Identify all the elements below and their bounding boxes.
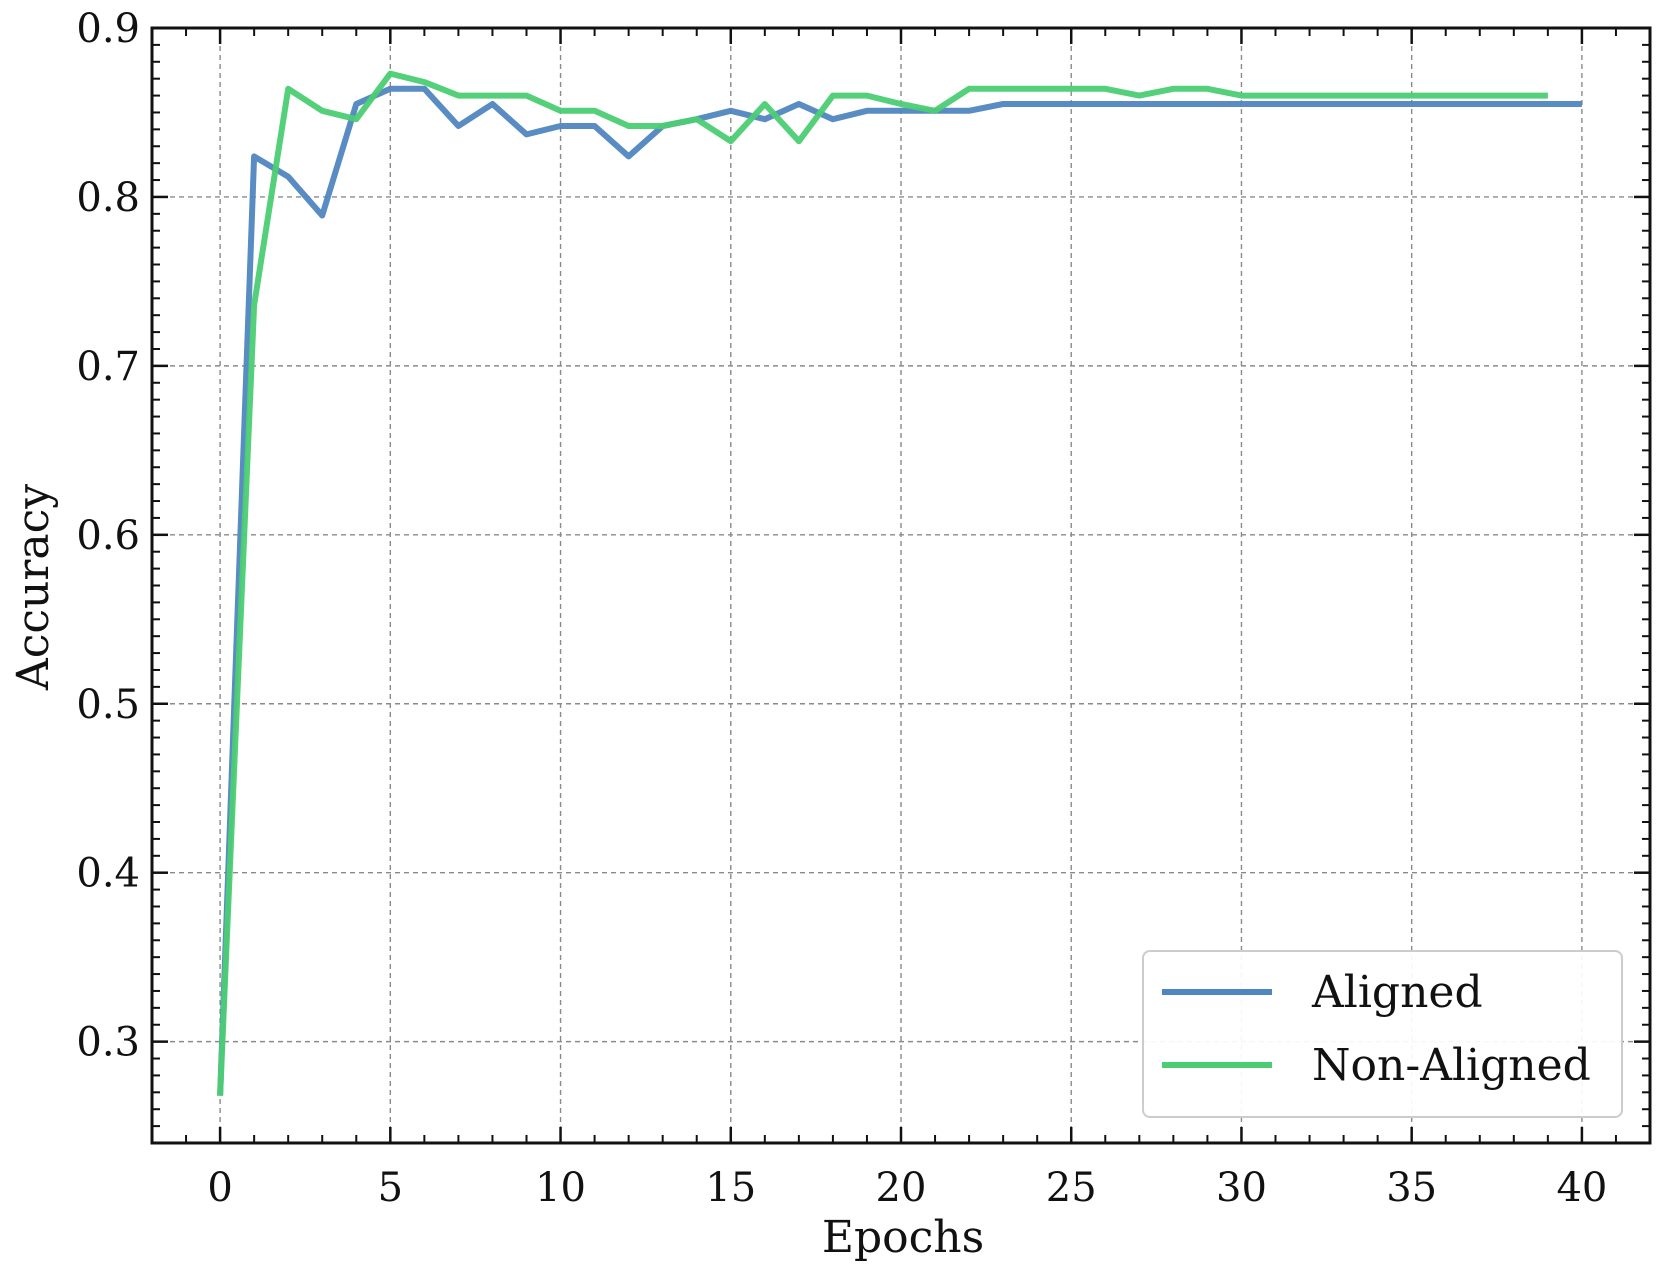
y-tick-label: 0.7: [76, 344, 140, 390]
legend-label-aligned: Aligned: [1311, 967, 1483, 1018]
y-tick-label: 0.4: [76, 851, 140, 897]
x-tick-label: 0: [207, 1165, 232, 1211]
series-line-aligned: [217, 85, 1582, 1096]
x-tick-label: 5: [378, 1165, 403, 1211]
legend-label-non-aligned: Non-Aligned: [1312, 1040, 1591, 1091]
tick-labels: 0 5 10 15 20 25 30 35 40 0.3 0.4 0.5 0.6 0.7 0.8 0.9: [76, 6, 1607, 1211]
series-line-non-aligned: [217, 70, 1548, 1096]
y-tick-label: 0.6: [76, 513, 140, 559]
x-tick-label: 25: [1046, 1165, 1097, 1211]
y-tick-label: 0.5: [76, 682, 140, 728]
y-axis-title: Accuracy: [8, 484, 59, 691]
x-tick-label: 40: [1556, 1165, 1607, 1211]
legend: Aligned Non-Aligned: [1142, 950, 1623, 1118]
x-tick-label: 30: [1216, 1165, 1267, 1211]
x-tick-label: 15: [705, 1165, 756, 1211]
x-tick-label: 35: [1386, 1165, 1437, 1211]
x-axis-title: Epochs: [822, 1212, 984, 1263]
series-lines: [217, 70, 1582, 1096]
x-tick-label: 10: [535, 1165, 586, 1211]
y-tick-label: 0.9: [76, 6, 140, 52]
y-tick-label: 0.8: [76, 175, 140, 221]
x-tick-label: 20: [876, 1165, 927, 1211]
plot-area-frame: [150, 26, 1652, 1145]
y-tick-label: 0.3: [76, 1020, 140, 1066]
